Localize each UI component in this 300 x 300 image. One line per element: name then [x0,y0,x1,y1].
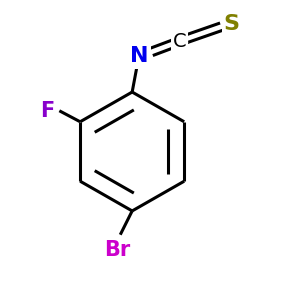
Text: F: F [40,101,55,122]
Text: S: S [224,14,240,34]
Text: C: C [173,32,187,51]
Text: Br: Br [104,240,130,260]
Text: N: N [130,46,149,66]
